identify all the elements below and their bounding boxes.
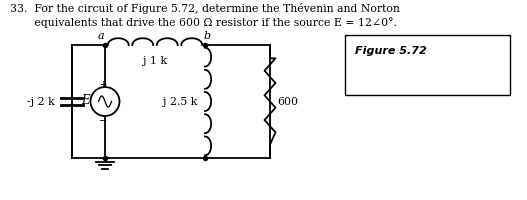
Text: −: − <box>99 115 107 125</box>
Text: equivalents that drive the 600 Ω resistor if the source E = 12∠0°.: equivalents that drive the 600 Ω resisto… <box>10 17 397 28</box>
Text: E: E <box>81 94 89 106</box>
Text: a: a <box>97 31 104 41</box>
Text: 600: 600 <box>277 97 298 107</box>
Text: Figure 5.72: Figure 5.72 <box>355 46 427 56</box>
Text: 33.  For the circuit of Figure 5.72, determine the Thévenin and Norton: 33. For the circuit of Figure 5.72, dete… <box>10 3 400 14</box>
Text: -j 2 k: -j 2 k <box>27 97 55 107</box>
Text: +: + <box>99 80 107 89</box>
Text: j 1 k: j 1 k <box>143 56 167 66</box>
Bar <box>345 36 510 96</box>
Text: b: b <box>203 31 211 41</box>
Text: j 2.5 k: j 2.5 k <box>163 97 197 107</box>
